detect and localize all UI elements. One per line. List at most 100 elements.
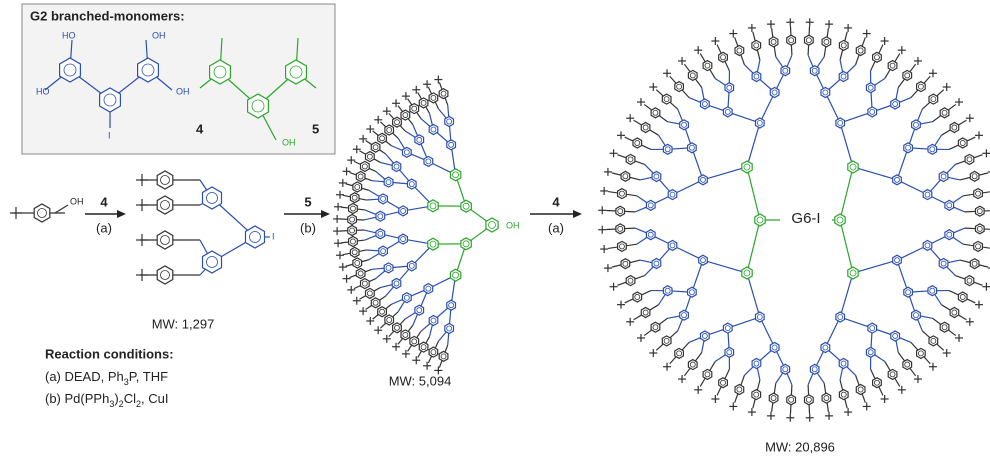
atom-label: OH [152, 30, 166, 40]
ring [349, 237, 358, 247]
ring [461, 238, 471, 250]
ring [384, 177, 393, 187]
ring [719, 52, 728, 62]
ring [621, 259, 630, 269]
ring [805, 395, 814, 405]
ring [401, 330, 410, 340]
arrow-head [573, 210, 582, 218]
molecular-weight: MW: 1,297 [152, 316, 215, 331]
bond [853, 167, 897, 180]
ring [157, 196, 173, 214]
text-part: , CuI [141, 391, 168, 406]
ring [651, 108, 660, 118]
ring [752, 390, 761, 400]
ring [652, 172, 661, 182]
ring [756, 312, 765, 322]
ring [680, 310, 689, 320]
ring [903, 360, 912, 370]
ring [410, 336, 419, 346]
ring [912, 120, 921, 130]
ring [958, 292, 967, 302]
ring [60, 58, 81, 82]
ring [835, 214, 845, 226]
ring [350, 247, 359, 257]
ring [950, 123, 959, 133]
ring [939, 172, 948, 182]
ring [618, 241, 627, 251]
ring [893, 175, 902, 185]
ring [646, 200, 655, 210]
bond [897, 260, 908, 292]
ring [970, 259, 979, 269]
bond [692, 260, 703, 292]
ring [378, 307, 387, 317]
ring [752, 72, 761, 82]
ring [945, 200, 954, 210]
conditions-title: Reaction conditions: [45, 346, 174, 361]
ring [663, 144, 672, 154]
ring [839, 40, 848, 50]
condition-b: (b) Pd(PPh3)2Cl2, CuI [45, 391, 168, 409]
ring [787, 35, 796, 45]
ring [626, 276, 635, 286]
ring [366, 288, 375, 298]
text-part: (a) DEAD, Ph [45, 369, 124, 384]
ring [349, 204, 358, 214]
bond [853, 260, 897, 273]
ring [616, 206, 625, 216]
ring [286, 60, 307, 84]
bond [840, 273, 853, 317]
ring [450, 269, 460, 281]
text-part: P, THF [129, 369, 168, 384]
ring [445, 117, 454, 127]
ring [868, 323, 877, 333]
ring [848, 267, 858, 279]
ring [450, 169, 460, 181]
ring [719, 378, 728, 388]
ring [735, 385, 744, 395]
ring [376, 229, 385, 239]
ring [371, 142, 380, 152]
ring [891, 331, 900, 341]
bond [840, 123, 853, 167]
ring [378, 133, 387, 143]
ring [923, 190, 932, 200]
ring [428, 200, 438, 212]
bond [747, 220, 760, 273]
compound-number: 4 [196, 121, 204, 136]
bond [747, 123, 760, 167]
ring [361, 279, 370, 289]
ring [839, 390, 848, 400]
ring [663, 286, 672, 296]
ring [353, 182, 362, 192]
ring [100, 88, 121, 112]
ring [157, 231, 173, 249]
ring [976, 206, 985, 216]
ring [424, 156, 433, 166]
ring [662, 336, 671, 346]
ring [848, 161, 858, 173]
ring [439, 89, 448, 99]
ring [805, 35, 814, 45]
ring [203, 251, 222, 273]
ring [699, 255, 708, 265]
ring [688, 70, 697, 80]
ring [633, 292, 642, 302]
ring [756, 118, 765, 128]
ring [725, 347, 734, 357]
bond [825, 92, 840, 122]
ring [888, 61, 897, 71]
ring [723, 107, 732, 117]
ring [866, 83, 875, 93]
monomer-box-title: G2 branched-monomers: [30, 8, 185, 23]
ring [408, 261, 417, 271]
ring [429, 316, 438, 326]
molecular-weight: MW: 5,094 [389, 373, 452, 388]
ring [958, 138, 967, 148]
ring [138, 58, 159, 82]
ring [353, 258, 362, 268]
ring [735, 46, 744, 56]
ring [384, 263, 393, 273]
ring [856, 385, 865, 395]
ring [445, 324, 454, 334]
